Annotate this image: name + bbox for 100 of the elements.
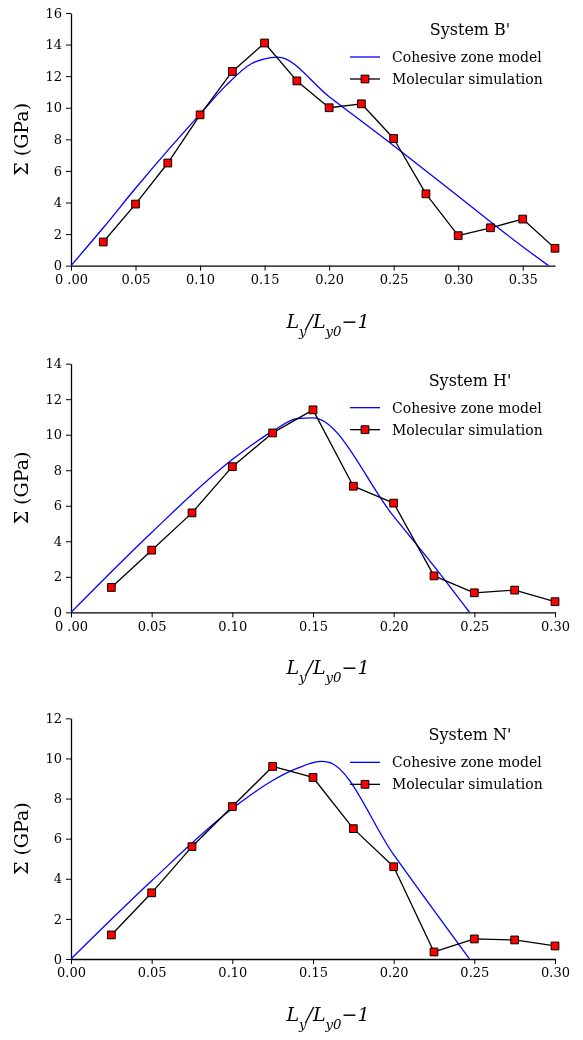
point: [292, 76, 302, 86]
y-tick-label: 12: [45, 68, 62, 84]
point: [308, 405, 318, 415]
point: [453, 231, 463, 241]
y-tick-label: 10: [45, 427, 62, 443]
y-tick-label: 12: [45, 710, 62, 726]
x-tick-label: 0 .00: [54, 618, 89, 634]
y-tick-label: 4: [53, 195, 62, 211]
legend-label: Cohesive zone model: [392, 754, 543, 771]
point: [147, 888, 157, 898]
x-tick-label: 0.25: [460, 618, 490, 634]
legend-title: System H': [428, 370, 512, 390]
point: [469, 934, 479, 944]
point: [227, 67, 237, 76]
y-tick-label: 14: [45, 37, 62, 53]
point: [227, 802, 237, 811]
y-axis-title: Σ (GPa): [10, 451, 32, 525]
point: [98, 237, 108, 247]
point: [421, 189, 431, 199]
x-tick-label: 0.35: [508, 271, 538, 287]
y-tick-label: 10: [45, 751, 62, 767]
point: [518, 214, 528, 224]
point: [260, 38, 269, 48]
point: [389, 134, 399, 143]
x-axis-title: L$_{y}$/L$_{y0}$−1: [285, 1003, 370, 1032]
point: [389, 862, 399, 872]
point: [268, 428, 278, 438]
x-tick-label: 0.05: [137, 965, 167, 981]
x-tick-label: 0.25: [379, 271, 409, 287]
point: [308, 773, 318, 782]
point: [357, 99, 366, 109]
point: [389, 498, 399, 508]
x-tick-label: 0.00: [57, 965, 86, 981]
point: [227, 462, 237, 472]
y-tick-label: 4: [53, 533, 62, 549]
point: [469, 588, 479, 598]
x-tick-label: 0.30: [444, 271, 474, 287]
y-tick-label: 2: [53, 911, 62, 927]
point: [268, 762, 278, 771]
legend-label: Cohesive zone model: [392, 49, 543, 65]
point: [550, 243, 560, 253]
legend-label: Molecular simulation: [392, 776, 543, 793]
y-tick-label: 8: [53, 791, 62, 807]
point: [147, 545, 157, 555]
point: [429, 571, 439, 581]
x-tick-label: 0.10: [186, 271, 216, 287]
x-tick-label: 0.30: [541, 965, 570, 981]
y-tick-label: 4: [53, 871, 62, 887]
legend-label: Molecular simulation: [392, 421, 543, 438]
point: [187, 508, 197, 518]
point: [195, 110, 205, 120]
y-tick-label: 8: [53, 131, 62, 147]
point: [131, 199, 140, 209]
point: [348, 481, 358, 491]
y-tick-label: 12: [45, 391, 62, 407]
point: [106, 930, 116, 940]
point: [106, 583, 116, 592]
y-axis-title: Σ (GPa): [10, 102, 32, 176]
legend-title: System B': [429, 20, 511, 39]
x-tick-label: 0.05: [137, 618, 167, 634]
x-tick-label: 0.30: [541, 618, 570, 634]
y-tick-label: 0: [53, 604, 62, 620]
x-tick-label: 0.25: [460, 965, 490, 981]
x-tick-label: 0 .00: [54, 271, 89, 287]
y-tick-label: 0: [53, 951, 62, 967]
y-axis-title: Σ (GPa): [10, 802, 32, 876]
y-tick-label: 14: [45, 356, 62, 372]
y-tick-label: 2: [53, 569, 62, 585]
point: [348, 824, 358, 834]
point: [550, 597, 560, 607]
point: [324, 103, 334, 113]
y-tick-label: 0: [53, 258, 62, 274]
y-tick-label: 6: [53, 498, 62, 514]
y-tick-label: 6: [53, 163, 62, 179]
point: [550, 941, 560, 951]
x-tick-label: 0.15: [299, 965, 328, 981]
y-tick-label: 8: [53, 462, 62, 478]
x-tick-label: 0.20: [379, 965, 409, 981]
y-tick-label: 6: [53, 831, 62, 847]
y-tick-label: 16: [45, 5, 62, 21]
point: [510, 585, 520, 595]
x-tick-label: 0.20: [315, 271, 345, 287]
y-tick-label: 10: [45, 100, 62, 116]
line-series: [71, 417, 471, 613]
point: [510, 935, 520, 945]
legend-label: Cohesive zone model: [392, 399, 543, 416]
point: [486, 223, 495, 233]
legend-title: System N': [428, 725, 512, 745]
point: [163, 158, 173, 168]
x-tick-label: 0.15: [299, 618, 328, 634]
x-axis-title: L$_{y}$/L$_{y0}$−1: [285, 656, 370, 685]
x-tick-label: 0.10: [218, 965, 248, 981]
legend-label: Molecular simulation: [392, 71, 543, 87]
y-tick-label: 2: [53, 226, 62, 242]
x-axis-title: L$_{y}$/L$_{y0}$−1: [285, 309, 370, 339]
point: [429, 947, 439, 957]
x-tick-label: 0.15: [250, 271, 280, 287]
x-tick-label: 0.05: [121, 271, 151, 287]
point: [187, 842, 197, 852]
x-tick-label: 0.20: [379, 618, 409, 634]
